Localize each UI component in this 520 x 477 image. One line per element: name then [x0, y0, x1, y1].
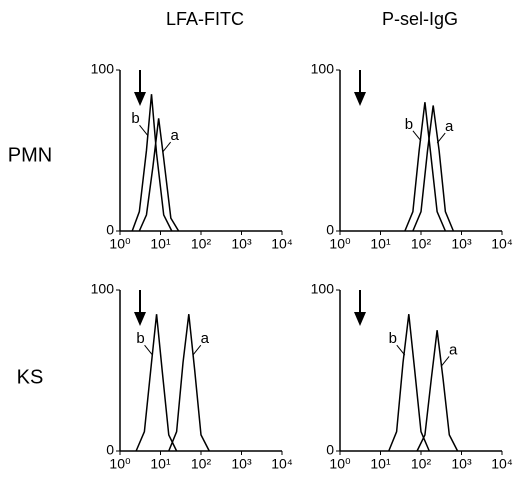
series-label: a [449, 341, 458, 358]
label-leader [436, 132, 446, 144]
series-label: b [405, 116, 413, 133]
x-tick-label: 10⁴ [491, 236, 513, 252]
series-label: b [131, 110, 139, 127]
histogram-line [138, 118, 180, 232]
x-tick-label: 10² [191, 236, 212, 252]
x-tick-label: 10³ [231, 236, 252, 252]
histogram-line [135, 314, 178, 452]
x-tick-label: 10⁰ [329, 236, 351, 252]
series-label: a [170, 127, 179, 144]
y-tick-label: 100 [91, 61, 115, 77]
column-label: LFA-FITC [166, 9, 244, 29]
series-label: b [389, 330, 397, 347]
arrow-head [354, 92, 366, 106]
histogram-line [388, 314, 430, 452]
y-tick-label: 100 [91, 281, 115, 297]
x-tick-label: 10⁰ [329, 456, 351, 472]
x-tick-label: 10³ [451, 236, 472, 252]
y-tick-label: 0 [326, 442, 334, 458]
x-tick-label: 10⁰ [109, 236, 131, 252]
x-tick-label: 10⁰ [109, 456, 131, 472]
x-tick-label: 10¹ [150, 236, 171, 252]
label-leader [162, 141, 172, 153]
label-leader [412, 130, 422, 142]
column-label: P-sel-IgG [382, 9, 458, 29]
histogram-line [412, 105, 455, 232]
series-label: a [201, 330, 210, 347]
x-tick-label: 10³ [231, 456, 252, 472]
label-leader [396, 344, 406, 356]
x-tick-label: 10⁴ [271, 456, 293, 472]
histogram-line [168, 314, 210, 452]
x-tick-label: 10² [191, 456, 212, 472]
arrow-head [354, 312, 366, 326]
arrow-head [134, 92, 146, 106]
x-tick-label: 10² [411, 456, 432, 472]
row-label: KS [17, 366, 44, 388]
y-tick-label: 0 [106, 442, 114, 458]
label-leader [144, 344, 153, 356]
x-tick-label: 10⁴ [491, 456, 513, 472]
series-label: b [136, 330, 144, 347]
y-tick-label: 100 [311, 61, 335, 77]
series-label: a [445, 118, 454, 135]
histogram-line [404, 102, 447, 232]
y-tick-label: 0 [326, 222, 334, 238]
arrow-head [134, 312, 146, 326]
x-tick-label: 10¹ [370, 456, 391, 472]
x-tick-label: 10² [411, 236, 432, 252]
y-tick-label: 100 [311, 281, 335, 297]
x-tick-label: 10¹ [370, 236, 391, 252]
row-label: PMN [8, 144, 52, 166]
label-leader [440, 356, 450, 367]
label-leader [192, 344, 202, 356]
y-tick-label: 0 [106, 222, 114, 238]
histogram-line [416, 330, 459, 452]
histogram-line [131, 94, 173, 232]
x-tick-label: 10¹ [150, 456, 171, 472]
x-tick-label: 10³ [451, 456, 472, 472]
label-leader [139, 124, 148, 136]
x-tick-label: 10⁴ [271, 236, 293, 252]
